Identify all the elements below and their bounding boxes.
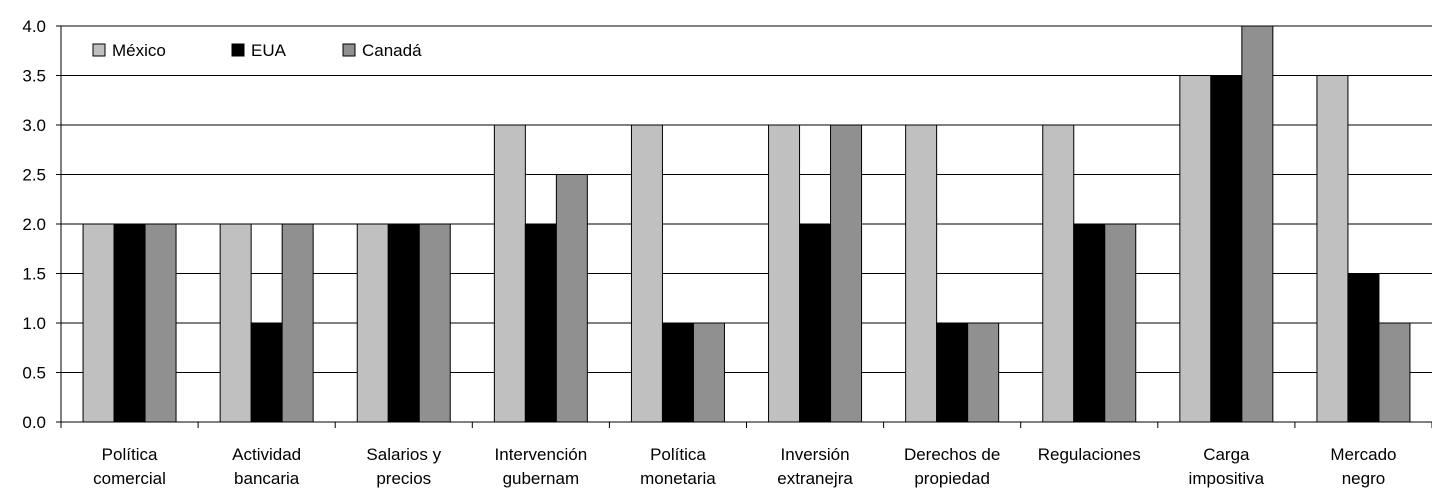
bar-mxico-6 <box>905 124 938 423</box>
x-category-label: comercial <box>93 469 166 488</box>
bar-eua-8 <box>1210 75 1243 423</box>
x-category-label: propiedad <box>914 469 990 488</box>
x-category-label: Carga <box>1203 445 1250 464</box>
legend-swatch-1 <box>231 43 245 57</box>
y-axis-tick-labels: 0.0 0.5 1.0 1.5 2.0 2.5 3.0 3.5 4.0 <box>22 17 46 432</box>
x-category-label: Actividad <box>232 445 301 464</box>
legend-label-1: EUA <box>251 41 287 60</box>
bar-eua-0 <box>113 223 146 423</box>
y-tick-label: 1.0 <box>22 314 46 333</box>
legend-swatch-0 <box>92 43 106 57</box>
bar-canad-6 <box>967 322 1000 423</box>
y-tick-label: 2.0 <box>22 215 46 234</box>
legend-swatch-2 <box>342 43 356 57</box>
bar-eua-6 <box>936 322 969 423</box>
x-category-label: precios <box>376 469 431 488</box>
bar-canad-8 <box>1241 25 1274 423</box>
x-category-label: bancaria <box>234 469 300 488</box>
y-tick-label: 1.5 <box>22 265 46 284</box>
x-category-label: Política <box>102 445 158 464</box>
bar-eua-9 <box>1347 273 1380 423</box>
bar-mxico-1 <box>219 223 252 423</box>
bar-mxico-2 <box>356 223 389 423</box>
bar-mxico-4 <box>630 124 663 423</box>
y-tick-label: 3.5 <box>22 67 46 86</box>
bar-canad-1 <box>281 223 314 423</box>
bar-eua-4 <box>661 322 694 423</box>
axes <box>56 25 1432 428</box>
x-category-label: monetaria <box>640 469 716 488</box>
bar-canad-5 <box>830 124 863 423</box>
y-tick-label: 2.5 <box>22 166 46 185</box>
legend-label-0: México <box>112 41 166 60</box>
x-category-label: Salarios y <box>366 445 441 464</box>
bar-eua-3 <box>524 223 557 423</box>
x-category-label: Mercado <box>1330 445 1396 464</box>
y-tick-label: 4.0 <box>22 17 46 36</box>
bar-canad-2 <box>418 223 451 423</box>
bar-mxico-8 <box>1179 75 1212 423</box>
x-category-label: Política <box>650 445 706 464</box>
bar-mxico-0 <box>82 223 115 423</box>
x-category-label: Regulaciones <box>1038 445 1141 464</box>
bar-canad-4 <box>692 322 725 423</box>
x-axis-category-labels: Política comercial Actividad bancaria Salari… <box>93 445 1396 488</box>
y-tick-label: 0.5 <box>22 364 46 383</box>
x-category-label: impositiva <box>1189 469 1265 488</box>
bar-mxico-3 <box>493 124 526 423</box>
bar-canad-0 <box>144 223 177 423</box>
x-category-label: gubernam <box>503 469 580 488</box>
bar-canad-9 <box>1378 322 1411 423</box>
bar-canad-3 <box>555 174 588 423</box>
y-tick-label: 3.0 <box>22 116 46 135</box>
legend: México EUA Canadá <box>92 41 422 60</box>
bar-canad-7 <box>1104 223 1137 423</box>
bar-eua-2 <box>387 223 420 423</box>
legend-label-2: Canadá <box>362 41 422 60</box>
bar-eua-7 <box>1073 223 1106 423</box>
x-category-label: extranejra <box>777 469 853 488</box>
bar-eua-5 <box>799 223 832 423</box>
x-category-label: Inversión <box>781 445 850 464</box>
bar-mxico-5 <box>768 124 801 423</box>
x-category-label: Derechos de <box>904 445 1000 464</box>
bar-mxico-9 <box>1316 75 1349 423</box>
bar-eua-1 <box>250 322 283 423</box>
y-tick-label: 0.0 <box>22 413 46 432</box>
bar-mxico-7 <box>1042 124 1075 423</box>
x-category-label: negro <box>1342 469 1385 488</box>
x-category-label: Intervención <box>495 445 588 464</box>
